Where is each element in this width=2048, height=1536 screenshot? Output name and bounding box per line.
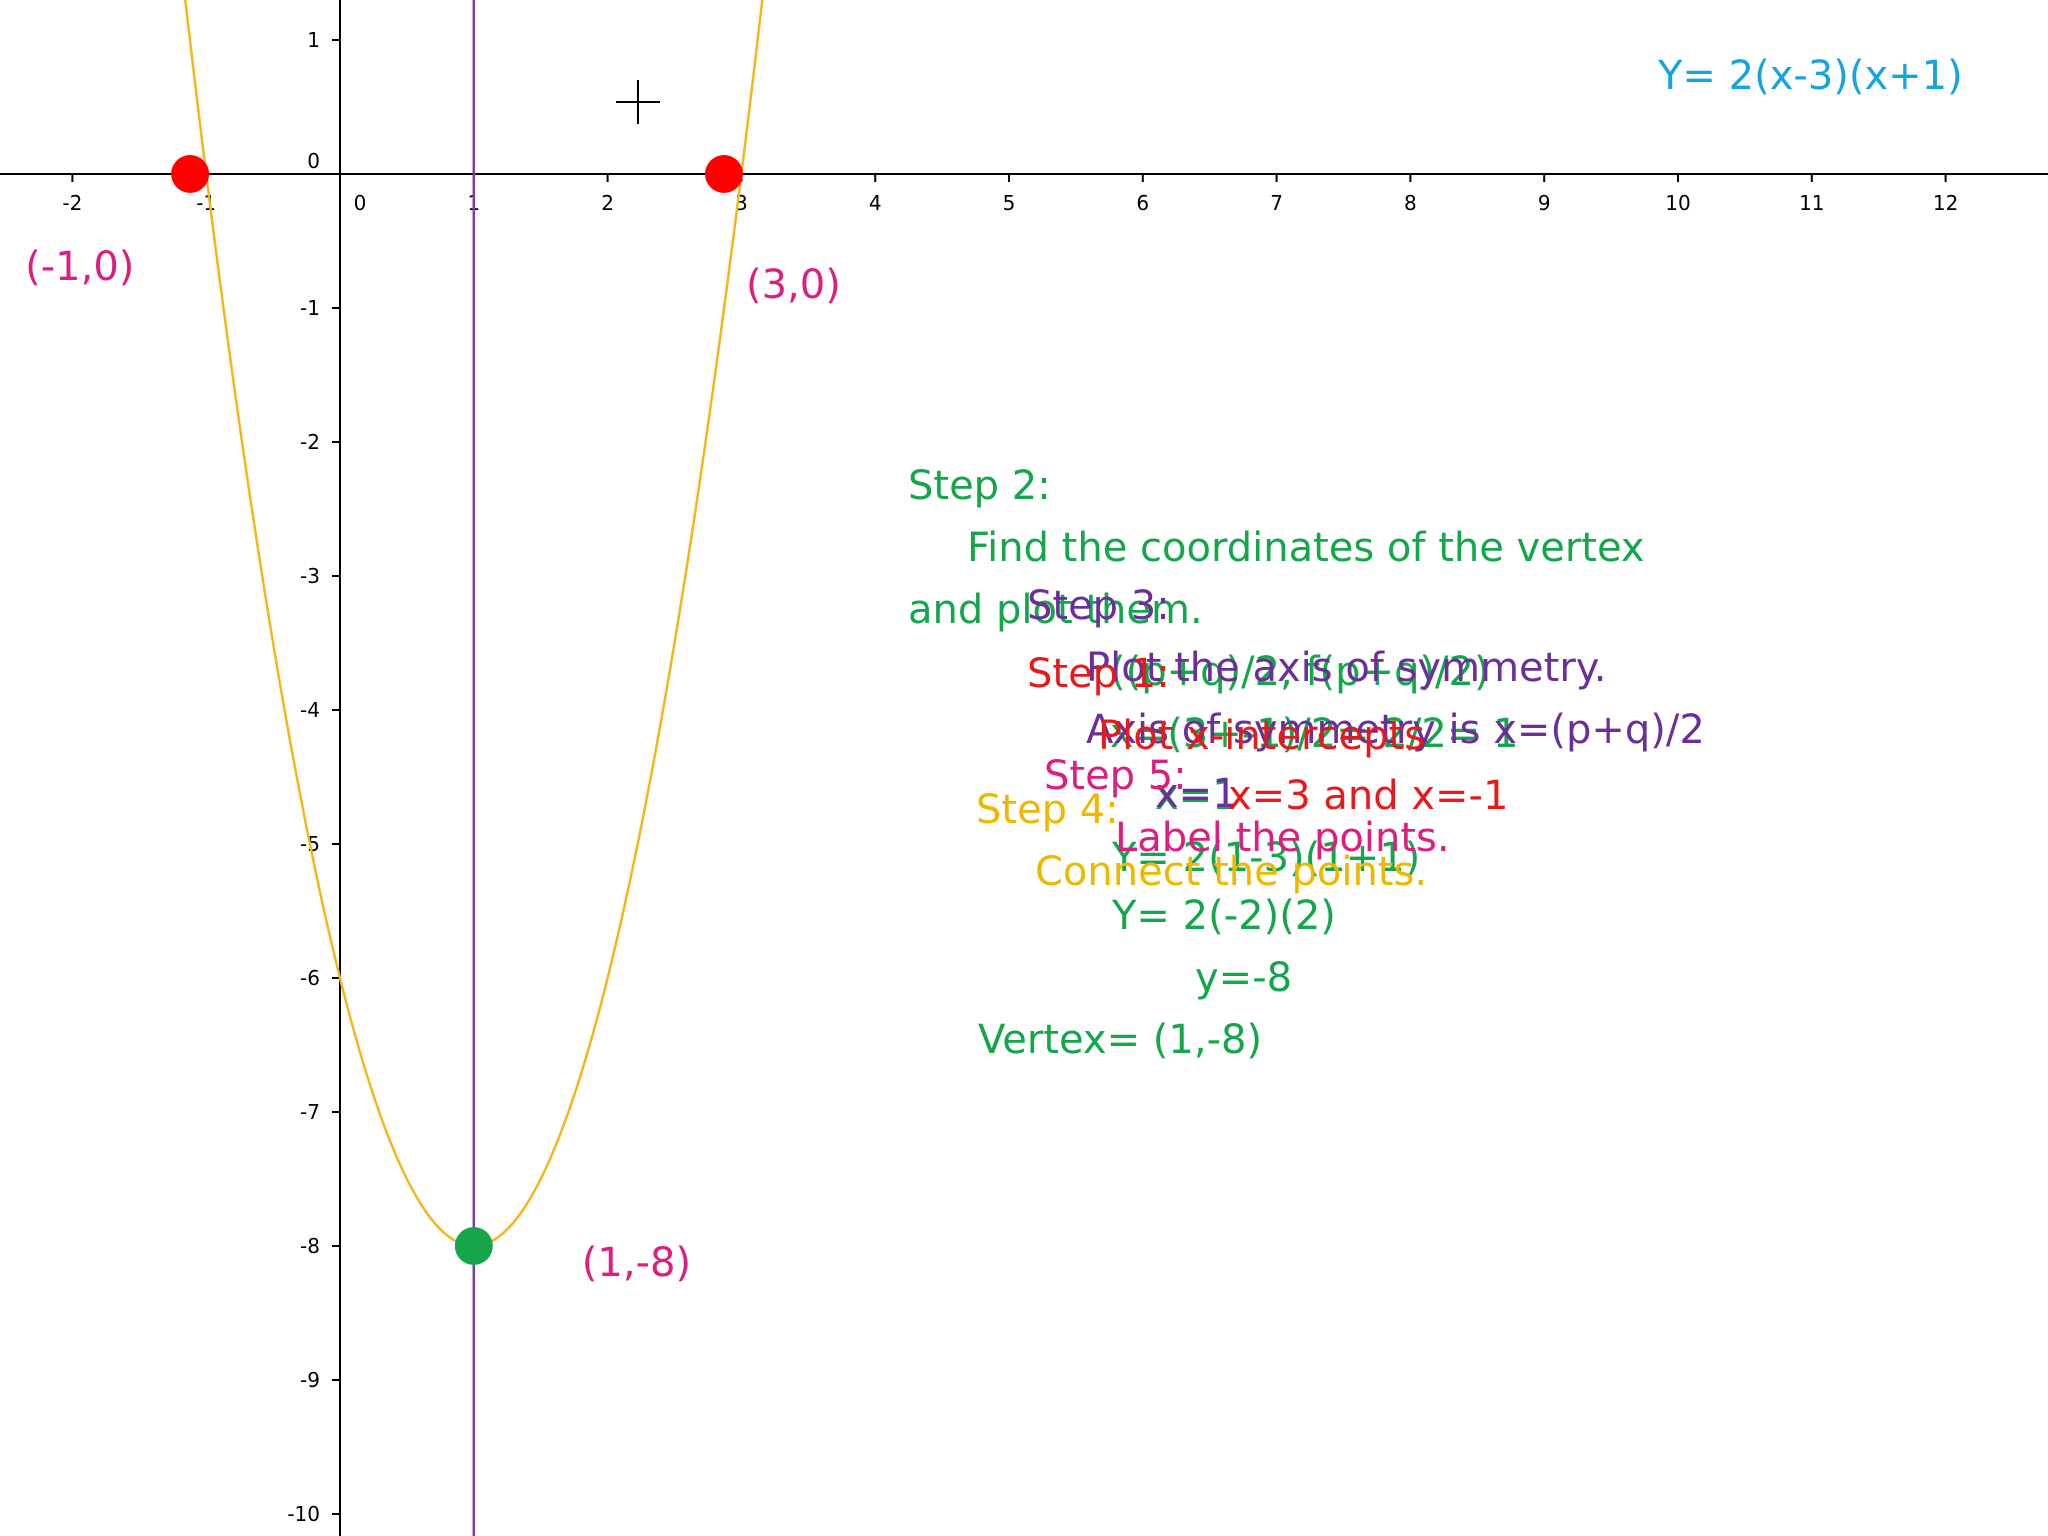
step2-line4: x=(3+-1)/2= 2/2= 1	[1110, 711, 1519, 757]
step5-title: Step 5:	[1044, 753, 1187, 799]
y-tick-label: -8	[300, 1234, 320, 1258]
x-tick-label: -2	[62, 191, 82, 215]
x-tick-label: 4	[869, 191, 882, 215]
y-tick-label: -10	[287, 1502, 320, 1526]
x-tick-label: 8	[1404, 191, 1417, 215]
x-tick-label: 9	[1538, 191, 1551, 215]
x-tick-label: 10	[1665, 191, 1690, 215]
x-tick-label: 11	[1799, 191, 1824, 215]
step1-title: Step 1:	[1027, 651, 1170, 697]
step1-line1: Plot x-intercepts	[1098, 713, 1426, 759]
x-tick-label: 5	[1003, 191, 1016, 215]
y-tick-label: -2	[300, 430, 320, 454]
point-marker	[705, 155, 744, 193]
y-tick-label: -9	[300, 1368, 320, 1392]
step4-line1: Connect the points.	[1035, 849, 1428, 895]
point-label: (3,0)	[746, 262, 841, 308]
x-tick-label: 2	[601, 191, 614, 215]
step3-line3: x=1	[1155, 771, 1238, 817]
x-tick-label: 6	[1136, 191, 1149, 215]
step3-line2: Axis of symmetry is x=(p+q)/2	[1086, 707, 1705, 753]
point-label: (-1,0)	[25, 244, 134, 290]
step2-line9: Vertex= (1,-8)	[978, 1017, 1263, 1063]
x-tick-label: -1	[196, 191, 216, 215]
y-tick-label: 1	[307, 28, 320, 52]
step3-line1: Plot the axis of symmetry.	[1086, 645, 1607, 691]
step2-line3: ((p+q)/2, f(p+q)/2)	[1110, 649, 1490, 695]
point-marker	[454, 1227, 493, 1265]
y-tick-label: -1	[300, 296, 320, 320]
step2-line8: y=-8	[1195, 955, 1293, 1001]
y-tick-label: -6	[300, 966, 320, 990]
point-label: (1,-8)	[582, 1240, 691, 1286]
step2-line7: Y= 2(-2)(2)	[1112, 893, 1336, 939]
x-tick-label: 12	[1933, 191, 1958, 215]
step2-line1: Find the coordinates of the vertex	[967, 525, 1645, 571]
step2-title: Step 2:	[908, 463, 1051, 509]
step2-line6: Y= 2(1-3)(1+1)	[1112, 835, 1421, 881]
step2-line2: and plot them.	[908, 587, 1203, 633]
step3-title: Step 3:	[1027, 583, 1170, 629]
point-marker	[171, 155, 210, 193]
x-tick-label: 0	[354, 191, 367, 215]
step2-line5: x=1	[1155, 773, 1238, 819]
step4-title: Step 4:	[976, 787, 1119, 833]
y-tick-label: 0	[307, 149, 320, 173]
step1-line2: x=3 and x=-1	[1228, 773, 1509, 819]
y-tick-label: -4	[300, 698, 320, 722]
y-tick-label: -7	[300, 1100, 320, 1124]
y-tick-label: -3	[300, 564, 320, 588]
crosshair-cursor-icon	[616, 80, 660, 124]
equation-label: Y= 2(x-3)(x+1)	[1658, 53, 1963, 99]
x-tick-label: 7	[1270, 191, 1283, 215]
step5-line1: Label the points.	[1115, 815, 1450, 861]
